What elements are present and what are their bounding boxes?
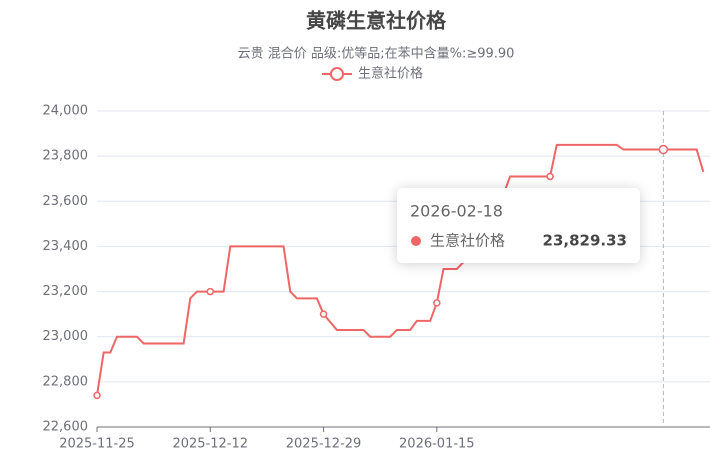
- tooltip-date: 2026-02-18: [410, 202, 503, 221]
- legend-marker: [330, 67, 344, 81]
- tooltip-series: 生意社价格: [430, 232, 505, 250]
- tooltip-box: [397, 188, 640, 263]
- y-tick-label: 23,000: [43, 329, 89, 344]
- x-tick-label: 2025-11-25: [59, 437, 135, 452]
- x-tick-label: 2026-01-15: [399, 437, 475, 452]
- y-tick-label: 23,200: [43, 284, 89, 299]
- y-tick-label: 23,800: [43, 149, 89, 164]
- point: [433, 299, 441, 307]
- point: [93, 391, 101, 400]
- y-tick-label: 22,800: [43, 374, 89, 389]
- chart-title: 黄磷生意社价格: [306, 9, 447, 33]
- tooltip-dot: [411, 236, 421, 246]
- y-tick-label: 22,600: [43, 420, 89, 435]
- x-tick-label: 2025-12-12: [172, 437, 248, 452]
- y-tick-label: 24,000: [43, 104, 89, 119]
- legend-label: 生意社价格: [358, 66, 423, 82]
- highlight-point: [658, 144, 669, 155]
- chart-subtitle: 云贵 混合价 品级:优等品;在苯中含量%:≥99.90: [238, 46, 515, 62]
- x-tick-label: 2025-12-29: [286, 437, 362, 452]
- point: [546, 172, 554, 181]
- y-tick-label: 23,600: [43, 194, 89, 209]
- line: [96, 143, 705, 396]
- y-tick-label: 23,400: [43, 239, 89, 254]
- tooltip: 2026-02-18 生意社价格 23,829.33: [397, 188, 640, 263]
- point: [206, 287, 215, 296]
- tooltip-value: 23,829.33: [543, 232, 627, 250]
- point: [319, 310, 328, 318]
